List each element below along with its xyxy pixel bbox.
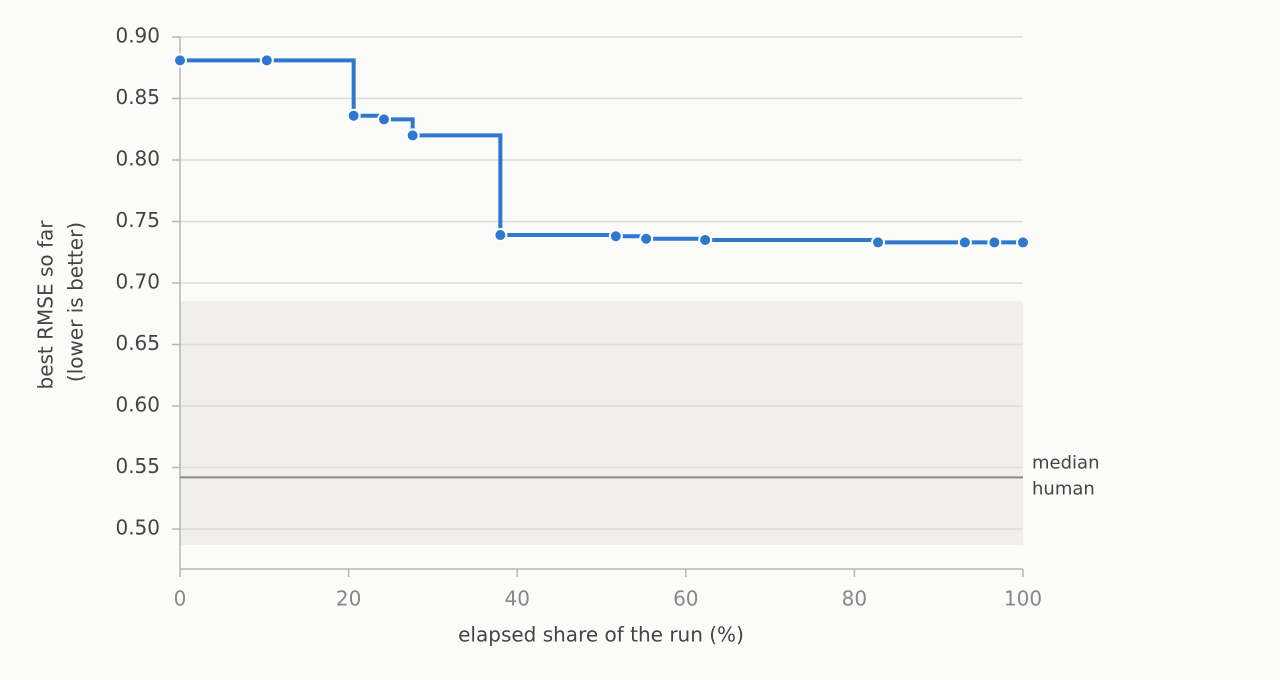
point — [493, 228, 508, 243]
point — [639, 231, 654, 246]
x-tick-label: 60 — [673, 587, 698, 611]
y-tick-label: 0.80 — [115, 147, 160, 171]
y-tick-label: 0.75 — [115, 208, 160, 232]
point — [698, 232, 713, 247]
point — [957, 235, 972, 250]
y-axis-label: (lower is better) — [64, 222, 88, 382]
point — [871, 235, 886, 250]
step-line — [180, 58, 1023, 245]
point — [608, 229, 623, 244]
median-label: human — [1032, 478, 1095, 499]
x-tick-label: 0 — [174, 587, 187, 611]
x-tick-label: 80 — [842, 587, 867, 611]
y-tick-label: 0.90 — [115, 24, 160, 48]
y-tick-label: 0.60 — [115, 393, 160, 417]
x-tick-label: 20 — [336, 587, 361, 611]
x-tick-label: 40 — [504, 587, 529, 611]
y-tick-label: 0.70 — [115, 270, 160, 294]
point — [1016, 235, 1030, 250]
x-tick-label: 100 — [1004, 587, 1042, 611]
point — [405, 128, 420, 143]
y-tick-label: 0.65 — [115, 331, 160, 355]
point — [346, 108, 361, 123]
median-label: median — [1032, 452, 1099, 473]
y-tick-label: 0.55 — [115, 454, 160, 478]
x-axis-label: elapsed share of the run (%) — [458, 623, 744, 647]
y-axis-label: best RMSE so far — [34, 220, 58, 390]
point — [987, 235, 1002, 250]
human-range-band — [180, 301, 1023, 546]
point — [173, 53, 187, 68]
point — [259, 53, 274, 68]
y-tick-label: 0.85 — [115, 85, 160, 109]
point — [377, 112, 392, 127]
y-tick-label: 0.50 — [115, 516, 160, 540]
